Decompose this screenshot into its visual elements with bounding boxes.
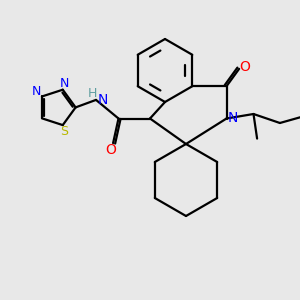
Text: N: N <box>228 112 238 125</box>
Text: H: H <box>87 87 97 100</box>
Text: N: N <box>31 85 40 98</box>
Text: O: O <box>240 60 250 74</box>
Text: N: N <box>98 93 108 107</box>
Text: N: N <box>60 77 69 90</box>
Text: O: O <box>105 143 116 157</box>
Text: S: S <box>60 125 68 138</box>
